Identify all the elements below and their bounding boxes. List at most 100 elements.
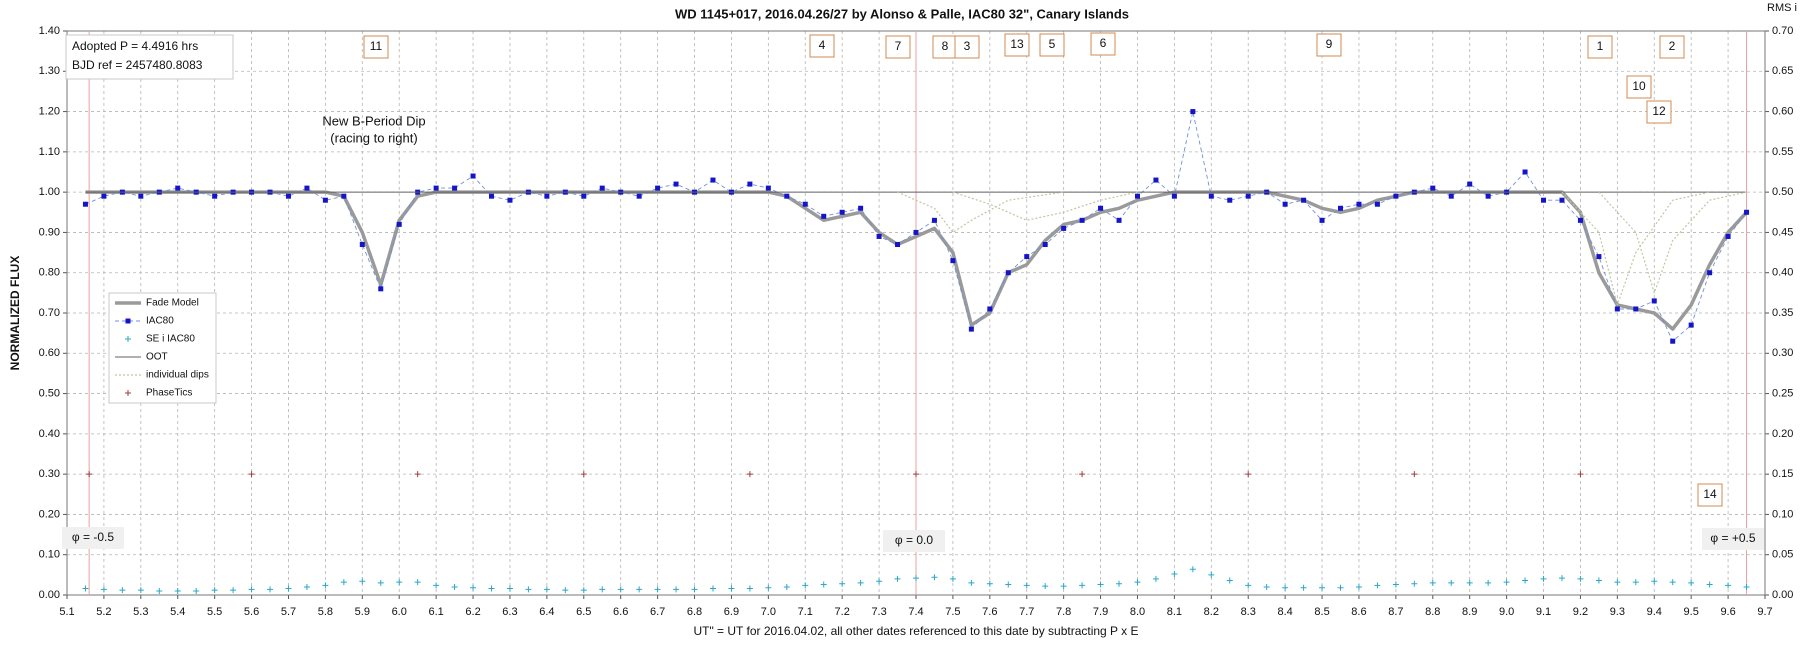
y2-tick-label: 0.60: [1772, 105, 1793, 117]
y2-tick-label: 0.40: [1772, 267, 1793, 279]
data-point: [1577, 575, 1584, 582]
x-tick-label: 9.7: [1757, 606, 1772, 618]
x-tick-label: 9.2: [1573, 606, 1588, 618]
info-box: [65, 34, 234, 80]
data-point: [987, 306, 993, 312]
dip-label-box: [1090, 32, 1116, 56]
data-point: [1558, 575, 1565, 582]
data-point: [913, 471, 919, 478]
data-point: [1190, 109, 1196, 115]
chart-title: WD 1145+017, 2016.04.26/27 by Alonso & P…: [675, 6, 1129, 21]
x-tick-label: 8.0: [1130, 606, 1145, 618]
data-point: [1153, 177, 1159, 183]
data-point: [876, 233, 882, 239]
data-point: [1023, 582, 1030, 589]
data-point: [1651, 298, 1657, 304]
data-point: [1669, 579, 1676, 586]
data-point: [1134, 193, 1140, 199]
data-point: [1374, 201, 1380, 207]
data-point: [1429, 579, 1436, 586]
legend-label: Fade Model: [146, 298, 199, 309]
note-text: (racing to right): [330, 130, 417, 145]
y2-tick-label: 0.45: [1772, 226, 1793, 238]
phase-label-box: [1702, 528, 1764, 550]
y-tick-label: 0.90: [39, 226, 60, 238]
data-point: [433, 185, 439, 191]
dip-label-box: [1626, 75, 1652, 99]
data-point: [248, 471, 255, 478]
data-point: [1337, 584, 1344, 591]
phase-label: φ = +0.5: [1710, 531, 1755, 545]
legend-label: OOT: [146, 352, 168, 363]
dip-label-box: [1659, 35, 1685, 59]
data-point: [1319, 584, 1326, 591]
data-point: [1577, 471, 1584, 478]
y2-tick-label: 0.15: [1772, 468, 1793, 480]
x-tick-label: 7.8: [1056, 606, 1071, 618]
data-point: [451, 583, 458, 590]
data-point: [839, 209, 845, 215]
y-tick-label: 0.10: [39, 549, 60, 561]
data-point: [783, 583, 790, 590]
dip-label: 3: [964, 39, 971, 53]
data-point: [248, 586, 255, 593]
phase-label-box: [883, 530, 945, 552]
y2-tick-label: 0.00: [1772, 589, 1793, 601]
data-point: [378, 286, 384, 292]
data-point: [100, 586, 107, 593]
x-tick-label: 8.5: [1314, 606, 1329, 618]
data-point: [1079, 471, 1086, 478]
legend-box: [108, 292, 217, 404]
x-tick-label: 6.6: [613, 606, 628, 618]
data-point: [1633, 306, 1639, 312]
data-point: [1171, 193, 1177, 199]
data-point: [1503, 579, 1510, 586]
data-point: [1282, 584, 1289, 591]
legend-label: SE i IAC80: [146, 334, 195, 345]
data-point: [1448, 193, 1454, 199]
data-point: [396, 221, 402, 227]
dip-label: 5: [1049, 37, 1056, 51]
y2-tick-label: 0.25: [1772, 387, 1793, 399]
note-text: New B-Period Dip: [322, 113, 425, 128]
data-point: [1540, 575, 1547, 582]
data-point: [377, 579, 384, 586]
data-point: [673, 181, 679, 187]
data-point: [1706, 581, 1713, 588]
y2-tick-label: 0.70: [1772, 25, 1793, 37]
data-point: [968, 326, 974, 332]
y-tick-label: 0.40: [39, 428, 60, 440]
data-point: [1061, 225, 1067, 231]
data-point: [119, 587, 126, 594]
x-tick-label: 7.7: [1019, 606, 1034, 618]
data-point: [655, 185, 661, 191]
data-point: [599, 586, 606, 593]
data-point: [1189, 566, 1196, 573]
y2-tick-label: 0.50: [1772, 186, 1793, 198]
data-point: [1263, 583, 1270, 590]
dip-label-box: [363, 35, 389, 59]
data-point: [470, 173, 476, 179]
data-point: [138, 193, 144, 199]
data-point: [654, 586, 661, 593]
data-point: [1208, 193, 1214, 199]
data-point: [710, 177, 716, 183]
data-point: [1355, 583, 1362, 590]
y2-tick-label: 0.65: [1772, 65, 1793, 77]
data-point: [1596, 254, 1602, 260]
x-tick-label: 6.5: [576, 606, 591, 618]
y-tick-label: 1.00: [39, 186, 60, 198]
series-line: [1598, 191, 1747, 294]
dip-label-box: [1697, 483, 1723, 507]
data-point: [636, 586, 643, 593]
data-point: [673, 586, 680, 593]
y2-tick-label: 0.55: [1772, 146, 1793, 158]
data-point: [1688, 322, 1694, 328]
y-tick-label: 0.00: [39, 589, 60, 601]
data-point: [1559, 197, 1565, 203]
y-tick-label: 1.20: [39, 105, 60, 117]
data-point: [1485, 193, 1491, 199]
data-point: [1116, 217, 1122, 223]
data-point: [1152, 575, 1159, 582]
data-point: [1060, 583, 1067, 590]
